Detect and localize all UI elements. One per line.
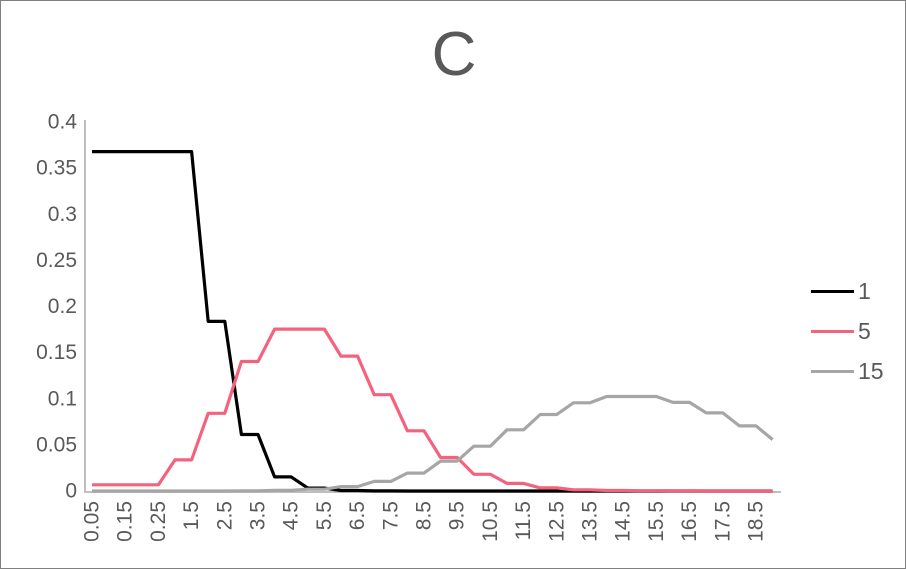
series-line-1[interactable] <box>92 150 773 493</box>
x-tick-label: 5.5 <box>313 501 336 530</box>
legend-swatch <box>811 289 854 293</box>
series-line-5[interactable] <box>92 327 773 493</box>
x-tick-label: 16.5 <box>678 501 701 542</box>
x-tick-label: 18.5 <box>745 501 768 542</box>
legend-label: 15 <box>858 357 884 384</box>
legend-label: 5 <box>858 317 871 344</box>
x-tick-label: 2.5 <box>213 501 236 530</box>
x-tick-label: 11.5 <box>512 501 535 540</box>
legend-label: 1 <box>858 277 871 304</box>
y-tick-label: 0.4 <box>48 111 78 134</box>
x-tick-label: 1.5 <box>180 501 203 530</box>
x-tick-label: 9.5 <box>446 501 469 530</box>
y-tick-label: 0.35 <box>36 157 77 180</box>
legend: 1 5 15 <box>811 278 884 384</box>
y-tick-label: 0.25 <box>36 249 77 272</box>
x-tick-label: 13.5 <box>579 501 602 542</box>
x-tick-label: 7.5 <box>379 501 402 530</box>
legend-item-15[interactable]: 15 <box>811 358 884 384</box>
legend-swatch <box>811 329 854 333</box>
legend-item-5[interactable]: 5 <box>811 318 884 344</box>
series-line-15[interactable] <box>92 394 774 493</box>
legend-item-1[interactable]: 1 <box>811 278 884 304</box>
y-tick-label: 0 <box>65 480 77 503</box>
x-tick-label: 0.05 <box>81 501 104 542</box>
x-tick-label: 6.5 <box>346 501 369 530</box>
x-tick-label: 17.5 <box>711 501 734 542</box>
x-tick-label: 0.25 <box>147 501 170 542</box>
x-tick-label: 14.5 <box>612 501 635 542</box>
x-tick-label: 10.5 <box>479 501 502 542</box>
y-tick-label: 0.15 <box>36 341 77 364</box>
y-tick-label: 0.05 <box>36 433 77 456</box>
x-tick-label: 12.5 <box>545 501 568 542</box>
x-tick-label: 3.5 <box>247 501 270 530</box>
x-tick-label: 15.5 <box>645 501 668 542</box>
y-tick-label: 0.1 <box>48 387 77 410</box>
x-tick-label: 0.15 <box>114 501 137 542</box>
y-tick-label: 0.2 <box>48 295 77 318</box>
x-tick-label: 4.5 <box>280 501 303 530</box>
legend-swatch <box>811 369 854 373</box>
y-tick-label: 0.3 <box>48 203 77 226</box>
x-tick-label: 8.5 <box>413 501 436 530</box>
chart-title: C <box>431 20 477 89</box>
